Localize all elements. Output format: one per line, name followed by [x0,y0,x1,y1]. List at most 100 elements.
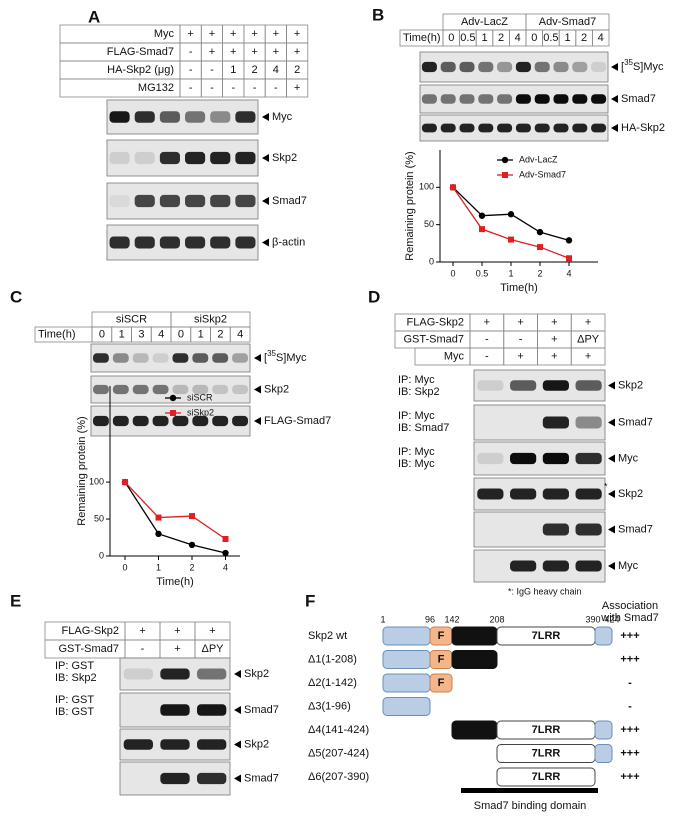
band-label: Myc [272,111,293,123]
table-cell [286,78,309,98]
band [160,704,190,716]
domain [594,720,613,740]
marker [170,410,176,416]
y-tick-label: 0 [429,256,434,266]
arrow [234,740,241,749]
construct-name: Δ3(1-96) [308,700,351,712]
band [591,94,607,104]
y-axis-label: Remaining protein (%) [76,416,88,525]
residue-number: 390 [585,614,600,624]
marker [478,212,486,219]
cell-value: + [187,28,193,40]
row-label: FLAG-Smad7 [107,46,174,58]
domain [382,697,431,716]
cell-value: + [273,46,279,58]
band-label: β-actin [272,236,305,248]
band [92,384,109,395]
band-label: Smad7 [618,523,653,535]
x-tick-label: 0 [122,562,127,572]
band [185,151,206,165]
arrow [608,525,615,534]
time-value: 0.5 [460,32,475,44]
cell-value: - [189,64,193,76]
cell-value: + [585,316,591,328]
band [192,353,209,363]
panel-letter: A [88,7,100,26]
band-label: [35S]Myc [621,58,664,73]
band [112,415,129,427]
band [497,61,513,73]
series-line [124,481,226,554]
ib-label: IB: Smad7 [398,422,449,434]
legend-label: siSkp2 [187,407,214,417]
band-label: Skp2 [618,379,643,391]
cell-value: - [189,46,193,58]
table-cell [592,29,610,47]
arrow [608,381,615,390]
time-value: 1 [564,32,570,44]
band [197,739,227,750]
blot [106,99,259,135]
cell-value: + [294,82,300,94]
band [235,194,256,208]
arrow [262,197,269,205]
cell-value: + [294,46,300,58]
band [159,151,180,165]
band [459,61,475,73]
band [192,415,209,427]
panel-letter: F [305,591,315,610]
domain [496,767,596,787]
band [510,380,537,391]
band [210,194,231,208]
domain [429,673,453,693]
domain-label: 3LRR [460,724,489,736]
association: +++ [620,724,639,736]
cell-value: + [209,28,215,40]
cell-value: - [485,333,489,345]
band [477,488,504,500]
band [478,94,494,104]
band [235,236,256,249]
domain-label: 7LRR [532,747,561,759]
cell-value: + [551,350,557,362]
band-label: Smad7 [618,416,653,428]
domain-label: 3LRR [460,653,489,665]
association: +++ [620,653,639,665]
residue-number: 1 [380,614,385,624]
band [478,123,494,133]
domain [382,650,431,669]
construct-name: Δ5(207-424) [308,747,369,759]
band [440,123,456,133]
x-tick-label: 0 [450,268,455,278]
x-tick-label: 1 [508,268,513,278]
band [172,384,189,395]
band [515,61,531,73]
marker [536,228,544,236]
band [132,384,149,395]
time-value: 4 [237,328,243,340]
cell-value: + [209,625,215,637]
panel-letter: B [372,5,384,24]
band [232,384,249,395]
x-tick-label: 4 [566,268,571,278]
band [477,380,504,391]
marker [565,237,573,244]
band [197,704,227,716]
band [132,415,149,427]
cell-value: + [484,316,490,328]
time-value: 2 [581,32,587,44]
blot [106,139,259,177]
marker [507,211,515,218]
x-tick-label: 4 [223,562,228,572]
cell-value: + [230,28,236,40]
marker [189,513,195,520]
time-value: 0.5 [543,32,558,44]
association-header: with Smad7 [600,612,658,624]
band [134,194,155,208]
band-label: Skp2 [244,738,269,750]
blot [473,404,606,441]
band [421,123,437,133]
band [210,236,231,249]
band [477,452,504,465]
arrow [234,706,241,714]
